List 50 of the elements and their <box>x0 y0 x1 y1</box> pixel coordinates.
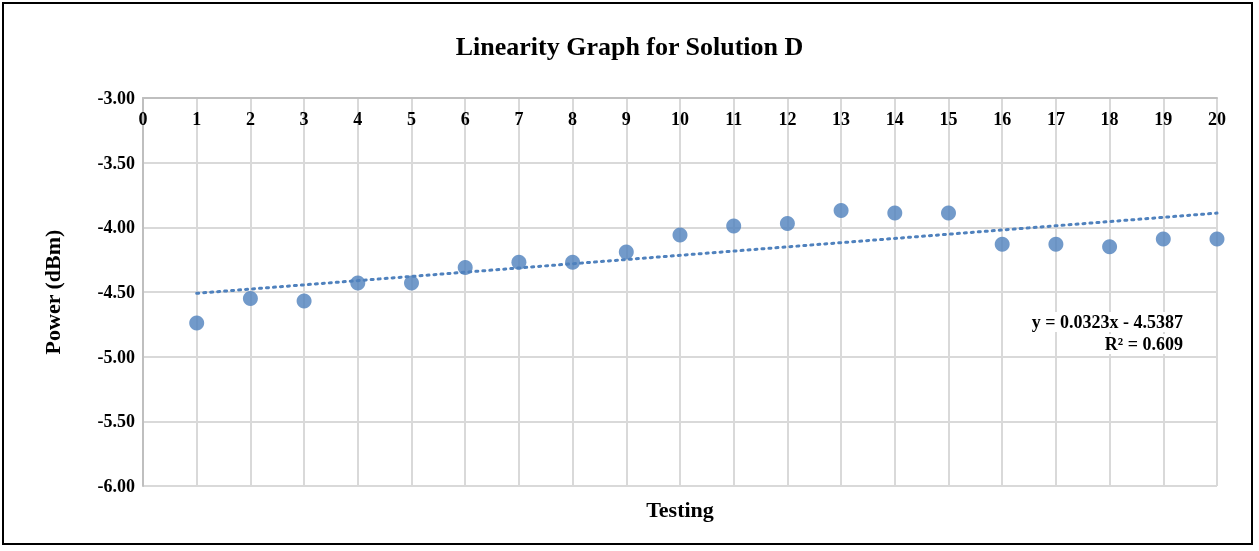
x-tick-label: 9 <box>621 109 631 129</box>
x-tick-label: 11 <box>725 109 743 129</box>
x-tick-label: 4 <box>353 109 363 129</box>
point <box>941 205 956 221</box>
x-tick-label: 7 <box>514 109 524 129</box>
y-tick-label: -3.50 <box>97 152 135 173</box>
annotation: y = 0.0323x - 4.5387 <box>1031 312 1184 332</box>
point <box>618 244 634 260</box>
point <box>994 236 1010 252</box>
chart-title: Linearity Graph for Solution D <box>455 31 804 61</box>
y-tick-label: -4.00 <box>97 217 135 238</box>
x-tick-label: 8 <box>568 109 578 129</box>
point <box>779 215 795 231</box>
y-tick-label: -5.50 <box>97 411 135 432</box>
x-tick-label: 12 <box>778 109 797 129</box>
x-axis-title: Testing <box>646 496 714 522</box>
x-tick-label: 19 <box>1154 109 1173 129</box>
x-tick-label: 18 <box>1100 109 1119 129</box>
x-tick-label: 10 <box>671 109 689 129</box>
y-axis-title: Power (dBm) <box>39 229 65 355</box>
x-tick-label: 20 <box>1208 109 1226 129</box>
x-tick-label: 5 <box>407 109 416 129</box>
y-tick-label: -4.50 <box>97 282 135 302</box>
y-tick-label: -3.00 <box>97 88 135 108</box>
annotation: R² = 0.609 <box>1104 334 1183 354</box>
x-tick-label: 17 <box>1046 109 1065 129</box>
point <box>404 275 419 291</box>
point <box>887 205 903 221</box>
x-tick-label: 16 <box>993 109 1012 129</box>
x-tick-label: 15 <box>939 109 958 129</box>
x-tick-label: 6 <box>460 109 470 129</box>
point <box>1102 239 1118 255</box>
point <box>833 203 849 219</box>
x-tick-label: 0 <box>138 109 148 129</box>
y-tick-label: -5.00 <box>97 346 135 367</box>
point <box>189 315 205 331</box>
point <box>296 293 312 309</box>
x-tick-label: 2 <box>245 109 255 129</box>
x-tick-label: 1 <box>192 109 202 129</box>
point <box>1209 231 1225 247</box>
x-tick-label: 14 <box>885 109 904 129</box>
x-tick-label: 3 <box>299 109 309 129</box>
point <box>242 290 258 306</box>
point <box>672 227 688 243</box>
y-tick-label: -6.00 <box>97 476 135 496</box>
point <box>511 254 527 270</box>
point <box>1048 236 1064 252</box>
point <box>726 218 742 234</box>
x-tick-label: 13 <box>832 109 851 129</box>
point <box>1155 231 1171 247</box>
